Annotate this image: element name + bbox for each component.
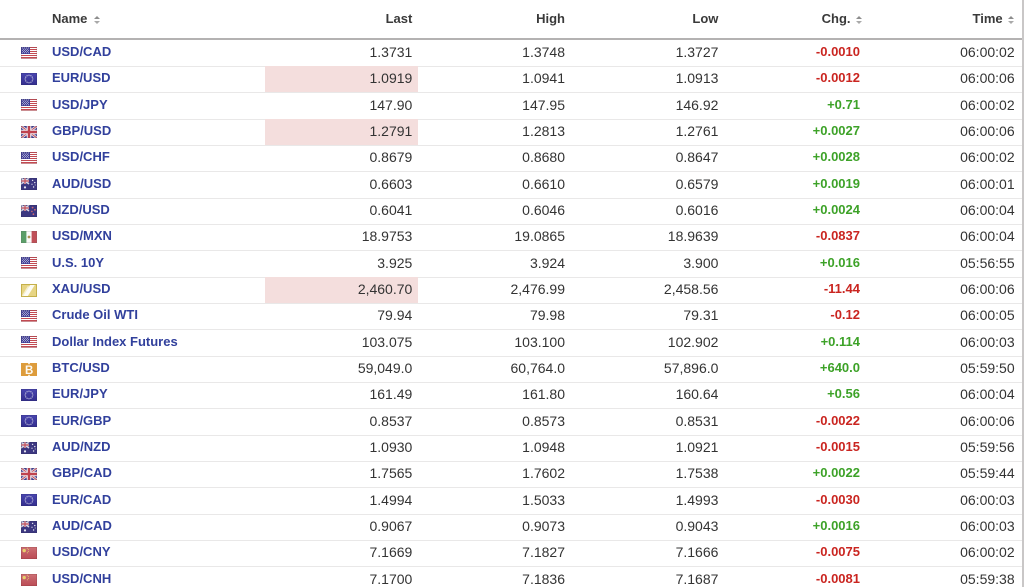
svg-text:B: B xyxy=(25,365,33,376)
